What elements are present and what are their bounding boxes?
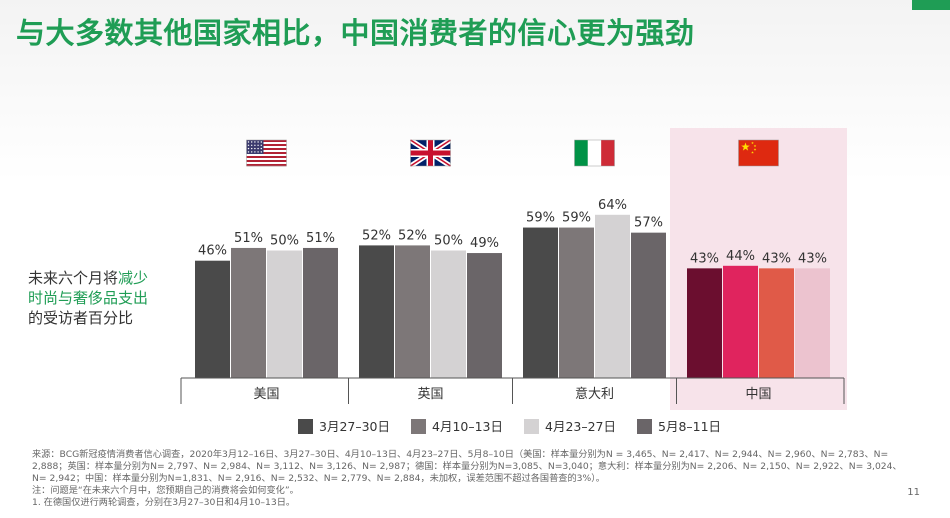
bar-0-3 xyxy=(303,247,338,378)
category-label-3: 中国 xyxy=(745,387,771,402)
bar-2-1 xyxy=(559,227,594,378)
value-label-3-1: 44% xyxy=(726,249,755,264)
bar-2-0 xyxy=(523,227,558,378)
footnote-question: 注：问题是“在未来六个月中，您预期自己的消费将会如何变化”。 xyxy=(32,485,299,496)
side-label-prefix: 未来六个月将 xyxy=(28,269,119,287)
flag-icon-1 xyxy=(409,137,452,169)
footnotes: 来源：BCG新冠疫情消费者信心调查，2020年3月12–16日、3月27–30日… xyxy=(32,449,902,509)
value-label-2-2: 64% xyxy=(598,198,627,213)
legend-swatch-1 xyxy=(411,419,426,434)
category-label-0: 美国 xyxy=(253,387,279,402)
footnote-source: 来源：BCG新冠疫情消费者信心调查，2020年3月12–16日、3月27–30日… xyxy=(32,449,902,484)
bar-1-1 xyxy=(395,245,430,378)
value-label-1-2: 50% xyxy=(434,234,463,249)
legend-label-0: 3月27–30日 xyxy=(319,419,390,434)
value-label-0-1: 51% xyxy=(234,231,263,246)
flag-icon-0 xyxy=(246,139,287,167)
value-label-2-0: 59% xyxy=(526,211,555,226)
page-number: 11 xyxy=(907,487,920,498)
legend-swatch-3 xyxy=(637,419,652,434)
bar-2-3 xyxy=(631,232,666,378)
bar-1-2 xyxy=(431,250,466,378)
side-label-highlight: 减少时尚与奢侈品支出 xyxy=(28,269,149,307)
value-label-2-1: 59% xyxy=(562,211,591,226)
legend-label-3: 5月8–11日 xyxy=(658,419,721,434)
footnote-germany: 1. 在德国仅进行两轮调查，分别在3月27–30日和4月10–13日。 xyxy=(32,497,296,508)
category-label-1: 英国 xyxy=(417,387,443,402)
value-label-1-1: 52% xyxy=(398,228,427,243)
value-label-1-3: 49% xyxy=(470,236,499,251)
bar-0-0 xyxy=(195,260,230,378)
legend-label-1: 4月10–13日 xyxy=(432,419,503,434)
bar-3-0 xyxy=(687,268,722,378)
side-label: 未来六个月将减少时尚与奢侈品支出的受访者百分比 xyxy=(28,268,158,328)
legend-swatch-2 xyxy=(524,419,539,434)
bar-0-1 xyxy=(231,247,266,378)
value-label-0-0: 46% xyxy=(198,244,227,259)
value-label-0-3: 51% xyxy=(306,231,335,246)
legend-swatch-0 xyxy=(298,419,313,434)
bar-3-2 xyxy=(759,268,794,378)
bar-3-1 xyxy=(723,265,758,378)
value-label-2-3: 57% xyxy=(634,216,663,231)
corner-brand-mark xyxy=(912,0,950,10)
bar-1-3 xyxy=(467,253,502,378)
flag-icon-3 xyxy=(738,139,779,167)
bar-chart: 46% 51% 50% 51% 52% 52% 50% 49% 59% 59% 64% 57% 43% 4… xyxy=(180,128,847,434)
flag-icon-2 xyxy=(574,139,615,167)
value-label-3-3: 43% xyxy=(798,251,827,266)
category-label-2: 意大利 xyxy=(575,386,614,402)
bar-1-0 xyxy=(359,245,394,378)
value-label-3-2: 43% xyxy=(762,251,791,266)
bar-0-2 xyxy=(267,250,302,378)
bar-3-3 xyxy=(795,268,830,378)
page-title: 与大多数其他国家相比，中国消费者的信心更为强劲 xyxy=(16,16,695,50)
legend-label-2: 4月23–27日 xyxy=(545,419,616,434)
side-label-suffix: 的受访者百分比 xyxy=(28,309,134,327)
value-label-3-0: 43% xyxy=(690,251,719,266)
bar-2-2 xyxy=(595,214,630,378)
value-label-0-2: 50% xyxy=(270,234,299,249)
value-label-1-0: 52% xyxy=(362,228,391,243)
